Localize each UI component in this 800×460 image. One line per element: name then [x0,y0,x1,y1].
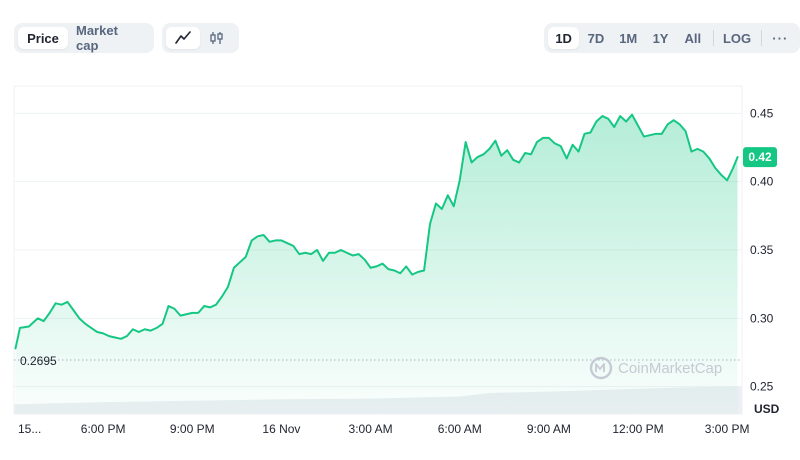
open-price-label: 0.2695 [20,354,57,368]
divider [713,30,715,46]
more-options-button[interactable]: ··· [772,30,789,46]
candlestick-icon [210,32,223,44]
x-tick-label: 6:00 AM [438,422,482,436]
x-tick-label: 6:00 PM [81,422,126,436]
divider [760,30,762,46]
coinmarketcap-watermark: CoinMarketCap [589,356,722,380]
watermark-text: CoinMarketCap [618,360,722,377]
current-price-badge-bg [743,147,777,168]
x-tick-label: 9:00 AM [527,422,571,436]
line-chart-button[interactable] [166,27,200,49]
current-price-value: 0.42 [748,150,772,164]
price-tab[interactable]: Price [18,27,68,49]
line-chart-icon [175,31,191,44]
time-range-toggle: 1D 7D 1M 1Y All LOG ··· [544,23,800,53]
coinmarketcap-logo-mark [595,363,605,372]
range-7d-button[interactable]: 7D [587,30,605,46]
candlestick-button[interactable] [200,27,234,49]
x-tick-label: 16 Nov [262,422,300,436]
range-1m-button[interactable]: 1M [619,30,638,46]
x-tick-label: 9:00 PM [170,422,215,436]
price-line [14,113,739,350]
x-axis-labels: 15... 6:00 PM 9:00 PM 16 Nov 3:00 AM 6:00 AM 9… [18,422,749,436]
price-area [15,114,738,414]
range-1y-button[interactable]: 1Y [652,30,669,46]
y-tick-label: 0.25 [750,380,774,394]
current-price-badge: 0.42 [743,147,777,168]
currency-unit-label: USD [754,402,780,416]
metric-toggle: Price Market cap [14,23,154,53]
price-line-path [14,113,739,350]
x-tick-label: 15... [18,422,41,436]
x-tick-label: 3:00 AM [349,422,393,436]
y-tick-label: 0.45 [750,106,774,120]
y-tick-label: 0.35 [750,243,774,257]
range-1d-button[interactable]: 1D [548,27,580,49]
chart-style-toggle [162,23,239,53]
range-all-button[interactable]: All [684,30,702,46]
price-area-fill [15,114,738,414]
x-tick-label: 12:00 PM [612,422,663,436]
y-axis-labels: 0.25 0.30 0.35 0.40 0.45 [750,106,774,393]
coinmarketcap-logo-icon [589,356,613,380]
y-tick-label: 0.30 [750,311,774,325]
y-tick-label: 0.40 [750,175,774,189]
log-scale-button[interactable]: LOG [722,30,752,46]
x-tick-label: 3:00 PM [705,422,750,436]
